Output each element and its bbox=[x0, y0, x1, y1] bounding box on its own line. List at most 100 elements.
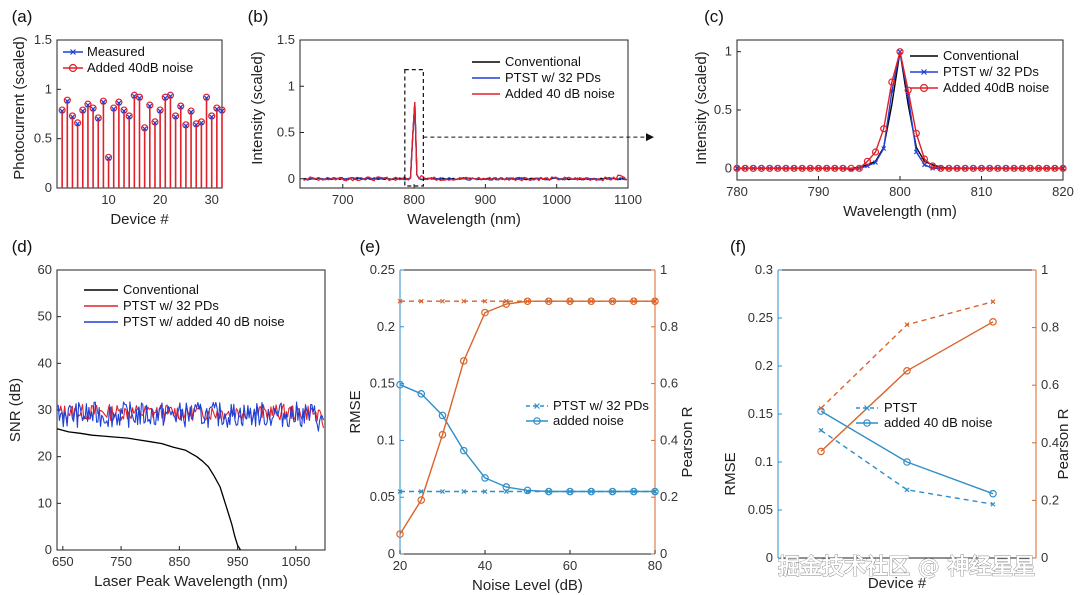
panel-c-noise-marker bbox=[863, 157, 872, 165]
panel-c-ylabel: Intensity (scaled) bbox=[693, 51, 710, 164]
panel-d-ytick-label: 10 bbox=[38, 495, 52, 510]
panel-c-noise-marker bbox=[806, 164, 814, 172]
panel-a-noise-marker bbox=[94, 114, 102, 122]
panel-c-noise-marker bbox=[1043, 164, 1051, 172]
panel-c-noise-marker bbox=[749, 164, 757, 172]
panel-b-conventional-line bbox=[303, 102, 627, 181]
panel-f-ylabel: RMSE bbox=[722, 452, 739, 495]
panel-b-ytick-label: 0 bbox=[288, 171, 295, 186]
panel-f-circle-marker bbox=[903, 458, 911, 466]
panel-a-noise-marker bbox=[208, 112, 216, 120]
panel-f-legend-text: PTST bbox=[884, 400, 917, 415]
panel-b-noise-line bbox=[303, 102, 628, 182]
panel-e-cross-marker bbox=[440, 489, 445, 494]
panel-f-cross-marker bbox=[818, 427, 824, 433]
panel-e-xtick-label: 60 bbox=[563, 558, 577, 573]
panel-e-circle-marker bbox=[629, 297, 638, 306]
panel-c-xtick-label: 820 bbox=[1052, 184, 1074, 199]
panel-e-legend-marker bbox=[534, 403, 540, 409]
panel-f-legend-marker bbox=[864, 405, 870, 411]
panel-e-circle-marker bbox=[459, 446, 468, 455]
panel-a-measured-marker bbox=[75, 121, 81, 127]
panel-b-arrowhead bbox=[646, 133, 654, 142]
panel-a-measured-marker bbox=[126, 114, 132, 120]
panel-a-measured-marker bbox=[214, 106, 220, 112]
panel-e-xtick-label: 20 bbox=[393, 558, 407, 573]
panel-a-measured-marker bbox=[209, 114, 215, 120]
panel-a-xtick-label: 30 bbox=[204, 192, 218, 207]
panel-c-noise-marker bbox=[765, 164, 774, 172]
panel-c-xtick-label: 790 bbox=[808, 184, 830, 199]
panel-f-ytick-label: 0.8 bbox=[1041, 320, 1059, 335]
panel-c-noise-marker bbox=[961, 164, 969, 172]
panel-a-measured-marker bbox=[116, 100, 122, 106]
panel-b-xtick-label: 1000 bbox=[542, 192, 571, 207]
panel-e-circle-marker bbox=[438, 430, 447, 439]
panel-c-noise-marker bbox=[1002, 164, 1010, 172]
panel-c-noise-marker bbox=[1026, 164, 1035, 172]
panel-b-legend-text: Added 40 dB noise bbox=[505, 86, 615, 101]
panel-c-ptst-marker bbox=[873, 160, 878, 165]
panel-f-circle-marker bbox=[989, 489, 997, 498]
panel-d-xtick-label: 1050 bbox=[281, 554, 310, 569]
panel-a-noise-marker bbox=[182, 121, 190, 129]
panel-d-ytick-label: 60 bbox=[38, 262, 52, 277]
panel-d-ytick-label: 20 bbox=[38, 449, 52, 464]
panel-a-measured-marker bbox=[168, 93, 173, 99]
panel-c-ytick-label: 1 bbox=[725, 44, 732, 59]
panel-e-circle-marker bbox=[608, 487, 617, 496]
panel-d-xlabel: Laser Peak Wavelength (nm) bbox=[94, 573, 288, 590]
panel-f-legend-marker bbox=[863, 419, 871, 427]
panel-a-legend-text: Measured bbox=[87, 44, 145, 59]
panel-a-noise-marker bbox=[79, 106, 87, 114]
panel-e-circle-marker bbox=[502, 300, 511, 308]
panel-c-noise-marker bbox=[1034, 164, 1043, 172]
panel-a-measured-marker bbox=[219, 108, 225, 114]
panel-f-ytick-label: 0.4 bbox=[1041, 435, 1059, 450]
panel-a-noise-marker bbox=[115, 98, 123, 106]
panel-c-noise-marker bbox=[896, 48, 904, 56]
panel-e-ytick-label: 0.15 bbox=[370, 376, 395, 391]
panel-e-label: (e) bbox=[360, 237, 381, 256]
panel-c-noise-marker bbox=[1051, 164, 1059, 172]
panel-f-xlabel: Device # bbox=[868, 575, 927, 592]
panel-c-noise-marker bbox=[1010, 164, 1018, 172]
panel-e-ytick-label: 0 bbox=[388, 546, 395, 561]
panel-c-noise-marker bbox=[831, 164, 839, 172]
panel-c-noise-marker bbox=[798, 164, 806, 172]
panel-c-noise-marker bbox=[847, 164, 855, 172]
panel-f-cross-marker bbox=[990, 299, 996, 305]
panel-b-legend-text: PTST w/ 32 PDs bbox=[505, 70, 601, 85]
panel-e-circle-marker bbox=[587, 297, 596, 306]
panel-b-frame bbox=[299, 39, 629, 189]
panel-c-legend-text: Added 40dB noise bbox=[943, 80, 1049, 95]
panel-c-noise-marker bbox=[823, 164, 831, 172]
panel-e-circle-marker bbox=[608, 297, 617, 306]
panel-e-legend-text: PTST w/ 32 PDs bbox=[553, 398, 649, 413]
panel-c-noise-marker bbox=[994, 164, 1002, 172]
panel-a-ytick-label: 0.5 bbox=[34, 131, 52, 146]
panel-f-label: (f) bbox=[730, 237, 746, 256]
panel-d-ylabel: SNR (dB) bbox=[7, 378, 24, 442]
panel-a-measured-marker bbox=[142, 126, 148, 132]
panel-a-measured-marker bbox=[106, 155, 111, 161]
panel-f-cross-marker bbox=[904, 322, 910, 328]
panel-d-xtick-label: 850 bbox=[168, 554, 190, 569]
panel-b-ytick-label: 1 bbox=[288, 78, 295, 93]
panel-f-ytick-label: 0 bbox=[766, 550, 773, 565]
panel-a-legend-marker bbox=[70, 49, 76, 55]
panel-e-cross-marker bbox=[418, 298, 424, 304]
panel-e-circle-marker bbox=[523, 297, 532, 306]
panel-a-noise-marker bbox=[63, 96, 71, 104]
panel-c-noise-marker bbox=[790, 164, 798, 172]
panel-c-xtick-label: 800 bbox=[889, 184, 911, 199]
panel-e-legend-marker bbox=[533, 417, 541, 425]
panel-f-ytick-label: 0.1 bbox=[755, 454, 773, 469]
panel-e-ytick-label: 0.2 bbox=[660, 489, 678, 504]
panel-f-legend-text: added 40 dB noise bbox=[884, 415, 992, 430]
panel-a-measured-marker bbox=[80, 108, 86, 114]
panel-e-cross-marker bbox=[461, 298, 467, 304]
panel-c-noise-marker bbox=[774, 164, 782, 172]
panel-a-noise-marker bbox=[166, 91, 175, 99]
